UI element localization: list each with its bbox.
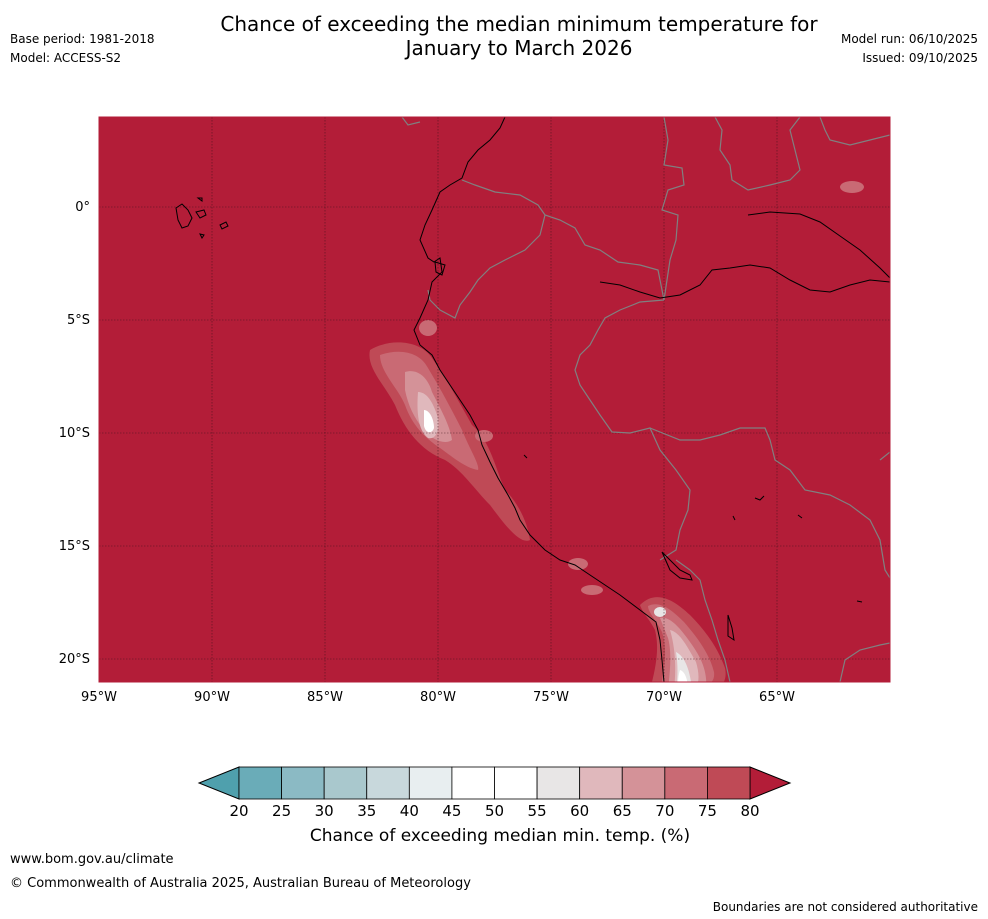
contour-blob	[475, 430, 493, 442]
contour-50	[678, 670, 688, 682]
colorbar-swatch-c20_25	[238, 766, 282, 800]
colorbar-tick-label: 70	[655, 802, 674, 820]
colorbar-tick-label: 45	[442, 802, 461, 820]
colorbar-tick-label: 55	[528, 802, 547, 820]
lon-label-75w: 75°W	[533, 690, 569, 705]
footer-copyright: © Commonwealth of Australia 2025, Austra…	[10, 876, 471, 891]
coastlines	[413, 117, 890, 682]
colorbar-tick-label: 30	[315, 802, 334, 820]
contour-60	[670, 630, 699, 682]
map-frame	[98, 116, 891, 683]
colorbar-tick-label: 80	[740, 802, 759, 820]
model-run: Model run: 06/10/2025	[840, 32, 978, 46]
colorbar-swatch-c50_55	[494, 766, 538, 800]
colorbar-label: Chance of exceeding median min. temp. (%…	[309, 826, 691, 846]
colorbar-tick-label: 20	[229, 802, 248, 820]
meta-right: Model run: 06/10/2025 Issued: 09/10/2025	[841, 32, 978, 70]
lon-label-85w: 85°W	[307, 690, 343, 705]
contour-blob	[654, 607, 666, 617]
colorbar-swatch-c60_65	[579, 766, 623, 800]
footer-disclaimer: Boundaries are not considered authoritat…	[712, 900, 978, 914]
contour-blob	[568, 558, 588, 570]
colorbar-swatch-c35_40	[366, 766, 410, 800]
colorbar-swatch-c55_60	[536, 766, 581, 800]
page-title: Chance of exceeding the median minimum t…	[150, 12, 888, 60]
lon-label-95w: 95°W	[81, 690, 117, 705]
lat-label-0: 0°	[75, 200, 90, 215]
colorbar-swatch-c25_30	[281, 766, 325, 800]
colorbar-tick-label: 35	[357, 802, 376, 820]
meta-left: Base period: 1981-2018 Model: ACCESS-S2	[10, 32, 155, 70]
lat-label-10s: 10°S	[59, 426, 90, 441]
colorbar: 20 25 30 35 40 45 50 55 60 65 70 75 80	[197, 766, 792, 820]
lon-label-90w: 90°W	[194, 690, 230, 705]
colorbar-tick-label: 75	[698, 802, 717, 820]
contour-blob	[581, 585, 603, 595]
colorbar-tick-label: 60	[570, 802, 589, 820]
map-background	[99, 117, 890, 682]
title-line-1: Chance of exceeding the median minimum t…	[220, 12, 818, 36]
lat-label-15s: 15°S	[59, 539, 90, 554]
galapagos-islands	[175, 197, 229, 239]
colorbar-tick-label: 25	[272, 802, 291, 820]
colorbar-extend-low	[197, 766, 240, 800]
colorbar-swatch-c65_70	[621, 766, 666, 800]
colorbar-swatch-c30_35	[323, 766, 368, 800]
colorbar-tick-label: 65	[613, 802, 632, 820]
contour-blob	[840, 181, 864, 193]
contour-blob	[419, 320, 437, 336]
lat-label-20s: 20°S	[59, 652, 90, 667]
lon-label-80w: 80°W	[420, 690, 456, 705]
country-borders	[401, 117, 890, 682]
colorbar-tick-label: 50	[485, 802, 504, 820]
colorbar-swatch-c40_45	[408, 766, 453, 800]
colorbar-swatch-c45_50	[451, 766, 495, 800]
lon-label-65w: 65°W	[759, 690, 795, 705]
title-line-2: January to March 2026	[405, 36, 633, 60]
base-period: Base period: 1981-2018	[10, 32, 155, 46]
lat-label-5s: 5°S	[67, 313, 90, 328]
contour-50	[424, 410, 434, 433]
colorbar-swatch-c70_75	[664, 766, 708, 800]
model-name: Model: ACCESS-S2	[10, 51, 122, 65]
colorbar-swatch-c75_80	[707, 766, 751, 800]
lon-label-70w: 70°W	[646, 690, 682, 705]
colorbar-extend-high	[749, 766, 792, 800]
probability-contours	[99, 117, 890, 682]
issued-date: Issued: 09/10/2025	[862, 51, 978, 65]
footer-url: www.bom.gov.au/climate	[10, 852, 174, 867]
colorbar-tick-label: 40	[400, 802, 419, 820]
